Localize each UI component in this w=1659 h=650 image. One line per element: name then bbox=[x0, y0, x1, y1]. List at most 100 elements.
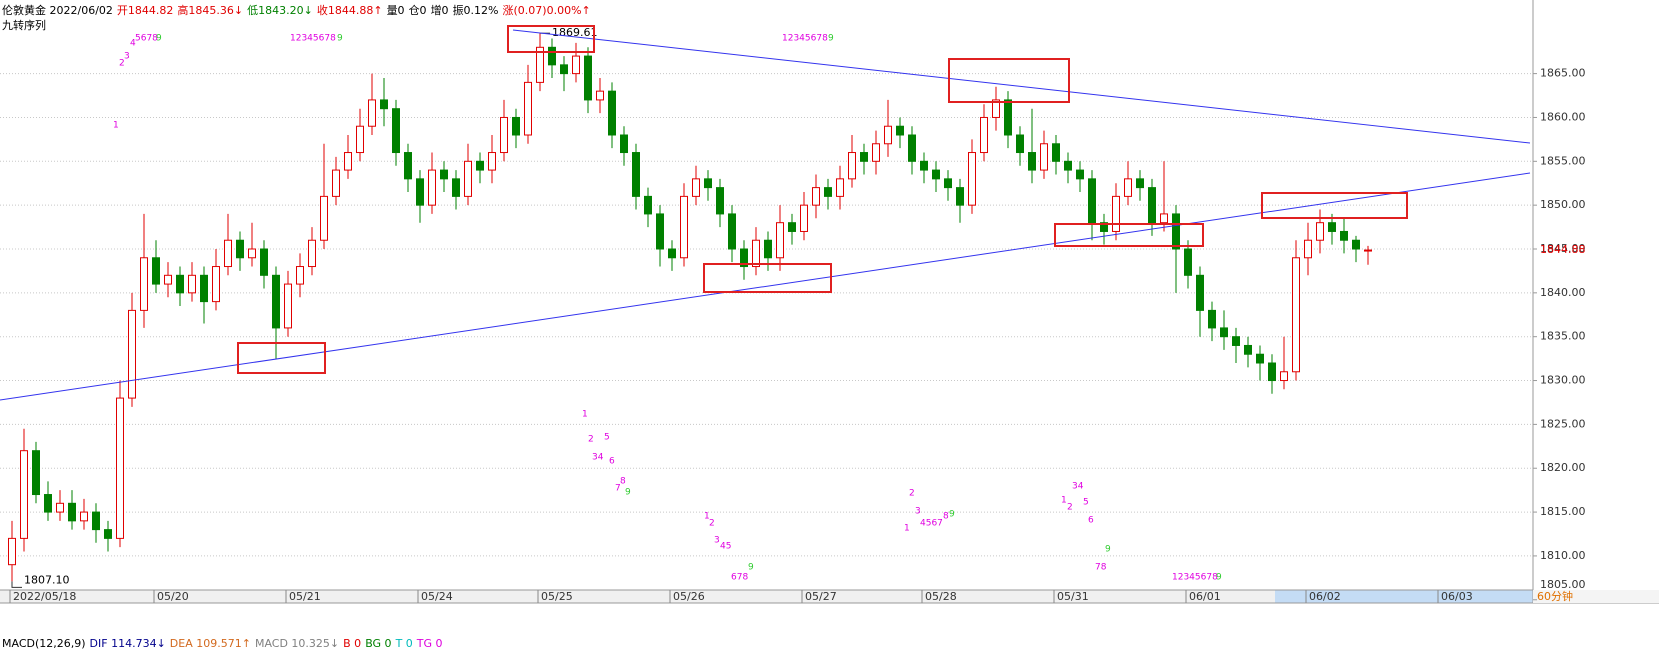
candle-body bbox=[764, 239, 772, 259]
candle-body bbox=[440, 169, 448, 180]
info-item: DIF 114.734↓ bbox=[89, 637, 166, 650]
x-tick-label: 05/20 bbox=[157, 590, 189, 603]
candle-body bbox=[428, 169, 436, 206]
candle-body bbox=[1328, 222, 1336, 232]
candle-body bbox=[800, 204, 808, 232]
info-item: 低1843.20↓ bbox=[247, 4, 313, 17]
candle-body bbox=[680, 195, 688, 259]
candle-body bbox=[284, 283, 292, 329]
candle-body bbox=[500, 116, 508, 154]
nine-turn-count: 9 bbox=[156, 34, 162, 44]
nine-turn-count: 2 bbox=[709, 519, 715, 529]
candle-body bbox=[140, 257, 148, 311]
candle-body bbox=[872, 143, 880, 162]
nine-turn-count: 2 bbox=[1067, 503, 1073, 513]
candle-body bbox=[1196, 274, 1204, 311]
candle-body bbox=[608, 90, 616, 136]
x-tick-label: 2022/05/18 bbox=[13, 590, 76, 603]
candle-body bbox=[668, 248, 676, 259]
candle-body bbox=[1016, 134, 1024, 154]
candle-body bbox=[572, 55, 580, 75]
low-label: 1807.10 bbox=[24, 573, 70, 586]
candle-body bbox=[992, 99, 1000, 118]
nine-turn-count: 2 bbox=[909, 489, 915, 499]
candle-body bbox=[836, 178, 844, 197]
candle-body bbox=[1028, 152, 1036, 171]
y-tick-label: 1840.00 bbox=[1540, 286, 1586, 299]
highlight-box bbox=[1261, 192, 1408, 219]
candle-body bbox=[968, 152, 976, 206]
nine-turn-count: 5 bbox=[1083, 498, 1089, 508]
candle-body bbox=[1148, 187, 1156, 224]
selected-day-band bbox=[1275, 590, 1533, 603]
candle-body bbox=[1292, 257, 1300, 373]
x-tick-label: 06/01 bbox=[1189, 590, 1221, 603]
candle-body bbox=[1184, 248, 1192, 276]
candle-body bbox=[1316, 222, 1324, 241]
candle-body bbox=[1136, 178, 1144, 189]
candle-body bbox=[464, 160, 472, 197]
candle-body bbox=[32, 450, 40, 496]
candle-body bbox=[20, 450, 28, 539]
candle-body bbox=[752, 239, 760, 268]
candle-body bbox=[272, 274, 280, 329]
nine-turn-count: 3 bbox=[915, 507, 921, 517]
macd-header: MACD(12,26,9) DIF 114.734↓ DEA 109.571↑ MAC… bbox=[2, 637, 447, 650]
info-item: MACD(12,26,9) bbox=[2, 637, 86, 650]
candle-body bbox=[188, 274, 196, 294]
nine-turn-count: 6 bbox=[609, 457, 615, 467]
support-trendline bbox=[0, 172, 1531, 401]
candle-body bbox=[920, 160, 928, 171]
candle-body bbox=[656, 213, 664, 250]
candle-body bbox=[248, 248, 256, 259]
quote-header: 伦敦黄金 2022/06/02 开1844.82 高1845.36↓ 低1843.20… bbox=[2, 2, 595, 18]
candle-body bbox=[344, 152, 352, 171]
nine-turn-count: 9 bbox=[337, 34, 343, 44]
candle-body bbox=[1076, 169, 1084, 180]
candle-body bbox=[404, 152, 412, 180]
candle-body bbox=[452, 178, 460, 197]
candle-body bbox=[320, 195, 328, 241]
x-tick-label: 05/28 bbox=[925, 590, 957, 603]
candle-body bbox=[1172, 213, 1180, 250]
candle-body bbox=[956, 187, 964, 206]
candle-body bbox=[1280, 371, 1288, 382]
candle-body bbox=[380, 99, 388, 110]
y-tick-label: 1855.00 bbox=[1540, 154, 1586, 167]
period-label[interactable]: 60分钟 bbox=[1537, 589, 1573, 603]
candle-body bbox=[596, 90, 604, 101]
nine-turn-count: 2 bbox=[588, 435, 594, 445]
candle-body bbox=[728, 213, 736, 250]
highlight-box bbox=[237, 342, 326, 374]
candle-body bbox=[848, 152, 856, 180]
info-item: 仓0 bbox=[408, 4, 427, 17]
info-item: 高1845.36↓ bbox=[177, 4, 244, 17]
period-box[interactable] bbox=[1533, 590, 1659, 603]
info-item: 涨(0.07)0.00%↑ bbox=[502, 4, 591, 17]
candle-body bbox=[560, 64, 568, 75]
y-tick-label: 1815.00 bbox=[1540, 505, 1586, 518]
nine-turn-count: 3 bbox=[124, 52, 130, 62]
candle-body bbox=[44, 494, 52, 513]
candle-body bbox=[1064, 160, 1072, 171]
candle-body bbox=[944, 178, 952, 189]
candle-body bbox=[548, 46, 556, 66]
candle-body bbox=[860, 152, 868, 162]
candle-body bbox=[740, 248, 748, 268]
candle-body bbox=[776, 222, 784, 259]
candle-body bbox=[368, 99, 376, 127]
nine-turn-count: 1 bbox=[1061, 496, 1067, 506]
nine-turn-count: 4567 bbox=[920, 519, 943, 529]
info-item: 量0 bbox=[386, 4, 405, 17]
candle-body bbox=[632, 152, 640, 197]
candle-body bbox=[1052, 143, 1060, 162]
candle-body bbox=[476, 160, 484, 171]
x-tick-label: 06/03 bbox=[1441, 590, 1473, 603]
candle-body bbox=[1124, 178, 1132, 197]
candle-body bbox=[152, 257, 160, 285]
candle-body bbox=[356, 125, 364, 154]
y-tick-label: 1810.00 bbox=[1540, 549, 1586, 562]
nine-turn-count: 12345678 bbox=[782, 34, 828, 44]
candle-body bbox=[8, 537, 16, 566]
